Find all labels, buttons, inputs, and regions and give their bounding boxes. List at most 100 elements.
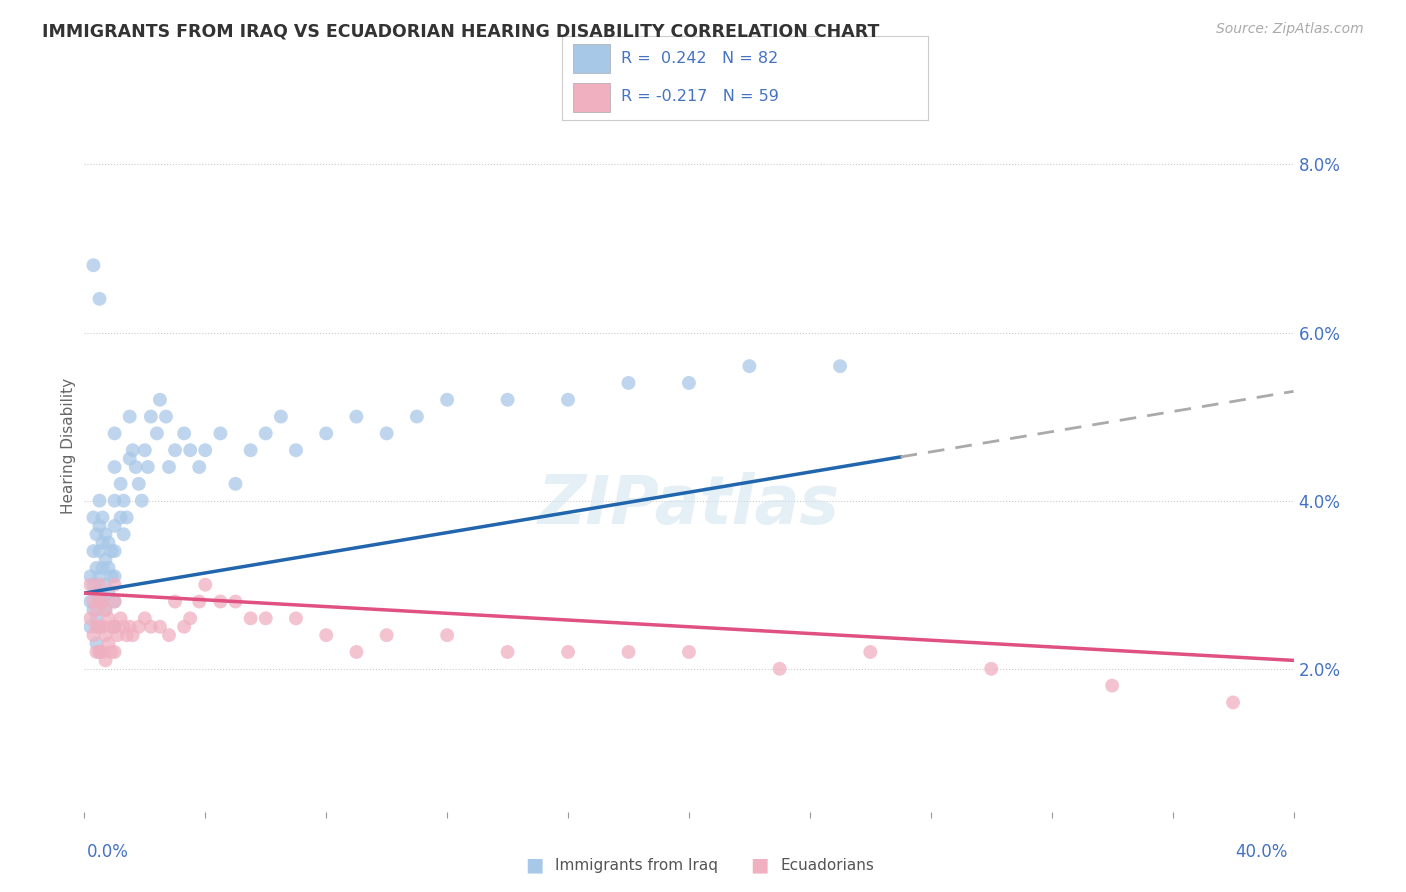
- Point: [79, 578, 101, 592]
- Point: [225, 594, 247, 608]
- Point: [859, 645, 882, 659]
- Point: [104, 426, 127, 441]
- Point: [82, 594, 104, 608]
- Bar: [574, 44, 610, 73]
- Point: [121, 628, 143, 642]
- Point: [104, 645, 127, 659]
- Point: [557, 645, 579, 659]
- Point: [82, 603, 104, 617]
- Point: [194, 443, 217, 458]
- Point: [738, 359, 761, 373]
- Point: [91, 620, 114, 634]
- Point: [110, 510, 132, 524]
- Text: Ecuadorians: Ecuadorians: [780, 858, 875, 872]
- Point: [91, 594, 114, 608]
- Point: [112, 620, 135, 634]
- Point: [94, 527, 117, 541]
- Point: [104, 594, 127, 608]
- Text: Immigrants from Iraq: Immigrants from Iraq: [555, 858, 718, 872]
- Point: [97, 561, 120, 575]
- Point: [496, 392, 519, 407]
- Point: [89, 569, 111, 583]
- Point: [1222, 695, 1244, 709]
- Point: [118, 409, 141, 424]
- Point: [91, 535, 114, 549]
- Point: [104, 544, 127, 558]
- Point: [100, 569, 122, 583]
- Point: [346, 645, 368, 659]
- Point: [139, 409, 162, 424]
- Point: [128, 476, 150, 491]
- Point: [239, 611, 262, 625]
- Point: [89, 645, 111, 659]
- Point: [115, 510, 138, 524]
- Point: [118, 620, 141, 634]
- Point: [86, 620, 108, 634]
- Point: [104, 620, 127, 634]
- Point: [315, 426, 337, 441]
- Point: [82, 510, 104, 524]
- Point: [165, 594, 187, 608]
- Point: [104, 594, 127, 608]
- Point: [157, 460, 180, 475]
- Point: [678, 376, 700, 390]
- Point: [94, 653, 117, 667]
- Text: 40.0%: 40.0%: [1236, 843, 1288, 861]
- Point: [94, 603, 117, 617]
- Point: [285, 611, 308, 625]
- Point: [94, 628, 117, 642]
- Point: [79, 569, 101, 583]
- Point: [82, 258, 104, 272]
- Point: [94, 578, 117, 592]
- Point: [97, 636, 120, 650]
- Point: [254, 426, 277, 441]
- Point: [194, 578, 217, 592]
- Point: [86, 586, 108, 600]
- Point: [100, 544, 122, 558]
- Point: [89, 620, 111, 634]
- Point: [107, 628, 129, 642]
- Point: [82, 628, 104, 642]
- Point: [79, 611, 101, 625]
- Point: [86, 636, 108, 650]
- Point: [110, 476, 132, 491]
- Point: [104, 493, 127, 508]
- Point: [97, 611, 120, 625]
- Point: [91, 561, 114, 575]
- Point: [121, 443, 143, 458]
- Point: [79, 620, 101, 634]
- Bar: [574, 83, 610, 112]
- Point: [104, 578, 127, 592]
- Point: [557, 392, 579, 407]
- Point: [315, 628, 337, 642]
- Point: [79, 594, 101, 608]
- Point: [1101, 679, 1123, 693]
- Text: ■: ■: [524, 855, 544, 875]
- Point: [179, 611, 201, 625]
- Text: Source: ZipAtlas.com: Source: ZipAtlas.com: [1216, 22, 1364, 37]
- Point: [100, 645, 122, 659]
- Point: [165, 443, 187, 458]
- Text: ■: ■: [749, 855, 769, 875]
- Y-axis label: Hearing Disability: Hearing Disability: [60, 378, 76, 514]
- Point: [91, 510, 114, 524]
- Point: [131, 493, 153, 508]
- Point: [136, 460, 159, 475]
- Point: [91, 594, 114, 608]
- Text: IMMIGRANTS FROM IRAQ VS ECUADORIAN HEARING DISABILITY CORRELATION CHART: IMMIGRANTS FROM IRAQ VS ECUADORIAN HEARI…: [42, 22, 880, 40]
- Point: [155, 409, 177, 424]
- Point: [678, 645, 700, 659]
- Text: 0.0%: 0.0%: [87, 843, 129, 861]
- Text: R =  0.242   N = 82: R = 0.242 N = 82: [621, 51, 778, 66]
- Point: [89, 620, 111, 634]
- Point: [100, 620, 122, 634]
- Point: [769, 662, 792, 676]
- Point: [157, 628, 180, 642]
- Point: [115, 628, 138, 642]
- Point: [254, 611, 277, 625]
- Point: [830, 359, 852, 373]
- Point: [125, 460, 148, 475]
- Point: [86, 561, 108, 575]
- Point: [89, 578, 111, 592]
- Point: [94, 603, 117, 617]
